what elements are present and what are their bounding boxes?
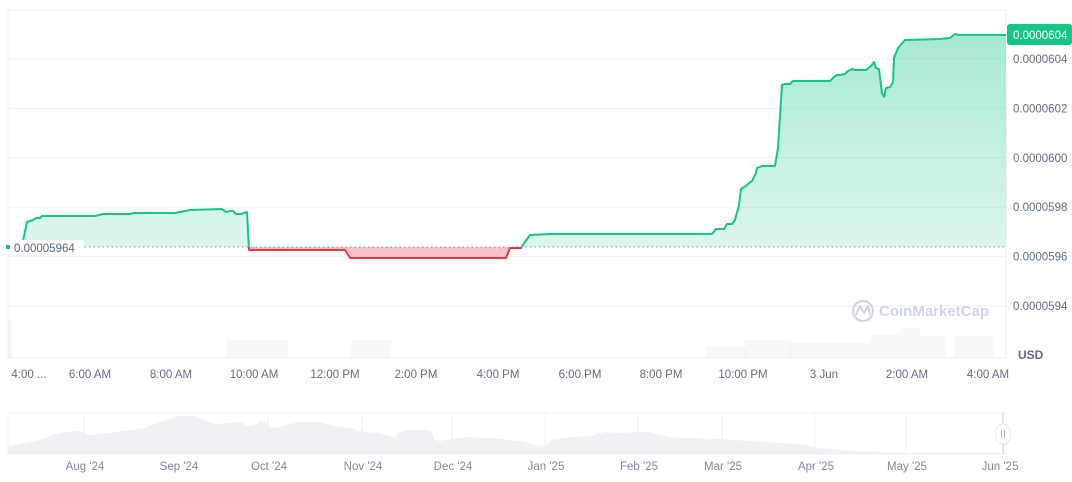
price-line[interactable]	[21, 33, 1006, 259]
range-navigator[interactable]: Aug '24 Sep '24 Oct '24 Nov '24 Dec '24 Jan '…	[7, 412, 1019, 473]
x-axis: 4:00 ... 6:00 AM 8:00 AM 10:00 AM 12:00 PM 2:…	[11, 369, 1009, 381]
y-tick-label: 0.0000596	[1013, 252, 1067, 264]
svg-text:0.0000604: 0.0000604	[1013, 30, 1068, 42]
navigator-tick-label: Jun '25	[982, 461, 1019, 473]
navigator-tick-label: Aug '24	[66, 461, 105, 473]
navigator-tick-label: Apr '25	[798, 461, 834, 473]
navigator-area	[8, 416, 1003, 454]
navigator-handle[interactable]	[995, 423, 1011, 445]
y-tick-label: 0.0000602	[1013, 103, 1067, 115]
x-tick-label: 4:00 AM	[967, 369, 1009, 381]
currency-label: USD	[1018, 348, 1044, 362]
y-tick-label: 0.0000604	[1013, 54, 1068, 66]
navigator-tick-label: Mar '25	[704, 461, 742, 473]
price-line-up[interactable]	[21, 33, 1006, 258]
x-tick-label: 6:00 AM	[69, 369, 111, 381]
navigator-tick-label: Oct '24	[251, 461, 288, 473]
x-tick-label: 8:00 PM	[640, 369, 683, 381]
baseline: 0.00005964	[6, 240, 1006, 256]
x-tick-label: 8:00 AM	[150, 369, 192, 381]
x-tick-label: 2:00 AM	[886, 369, 928, 381]
navigator-tick-label: Feb '25	[620, 461, 658, 473]
x-tick-label: 3 Jun	[810, 369, 838, 381]
coinmarketcap-watermark: CoinMarketCap	[851, 299, 989, 323]
navigator-tick-label: Dec '24	[434, 461, 473, 473]
y-axis: 0.0000604 0.0000602 0.0000600 0.0000598 0.00…	[1013, 54, 1068, 313]
volume-bars	[8, 320, 994, 358]
baseline-value-label: 0.00005964	[14, 243, 75, 255]
navigator-tick-label: Nov '24	[344, 461, 383, 473]
navigator-tick-label: May '25	[887, 461, 927, 473]
x-tick-label: 6:00 PM	[559, 369, 602, 381]
x-tick-label: 4:00 PM	[477, 369, 520, 381]
baseline-marker	[6, 245, 10, 249]
last-price-badge: 0.0000604	[1007, 24, 1072, 45]
x-tick-label: 12:00 PM	[310, 369, 359, 381]
x-tick-label: 4:00 ...	[11, 369, 46, 381]
navigator-tick-label: Sep '24	[160, 461, 199, 473]
navigator-x-axis: Aug '24 Sep '24 Oct '24 Nov '24 Dec '24 Jan '…	[66, 461, 1019, 473]
y-tick-label: 0.0000594	[1013, 301, 1068, 313]
y-tick-label: 0.0000598	[1013, 202, 1067, 214]
y-tick-label: 0.0000600	[1013, 153, 1067, 165]
coinmarketcap-logo-icon	[851, 299, 875, 323]
x-tick-label: 10:00 AM	[230, 369, 279, 381]
navigator-tick-label: Jan '25	[528, 461, 565, 473]
x-tick-label: 10:00 PM	[718, 369, 767, 381]
x-tick-label: 2:00 PM	[395, 369, 438, 381]
svg-text:CoinMarketCap: CoinMarketCap	[879, 303, 989, 320]
